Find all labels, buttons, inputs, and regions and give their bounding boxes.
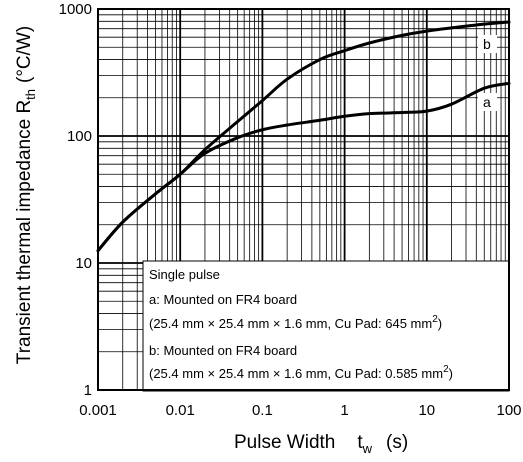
x-axis-title-main: Pulse Width <box>234 432 335 453</box>
y-axis-title-main: Transient thermal impedance R <box>14 100 35 364</box>
series-label-b-bg <box>478 35 497 53</box>
plot-frame <box>97 8 510 391</box>
data-series <box>96 20 511 253</box>
y-tick-label: 1 <box>84 382 92 399</box>
x-tick-label: 0.1 <box>252 402 273 419</box>
x-tick-label: 0.001 <box>79 402 117 419</box>
y-tick-label: 1000 <box>59 1 92 18</box>
y-axis-title-unit: (°C/W) <box>14 26 35 83</box>
annotation-line-2: a: Mounted on FR4 board <box>149 292 297 307</box>
annotation-line-3-close: ) <box>438 316 442 331</box>
annotation-line-3-sup: 2 <box>432 314 438 325</box>
annotation-line-5: (25.4 mm × 25.4 mm × 1.6 mm, Cu Pad: 0.5… <box>149 364 453 381</box>
y-axis-title-sub: th <box>23 89 38 100</box>
series-label-a: a <box>478 93 497 111</box>
annotation-box: Single pulse a: Mounted on FR4 board (25… <box>142 260 510 392</box>
x-tick-label: 100 <box>496 402 521 419</box>
annotation-line-1: Single pulse <box>149 267 220 282</box>
series-label-a-bg <box>478 93 497 111</box>
y-tick-label: 100 <box>67 128 92 145</box>
y-axis-title: Transient thermal impedance Rth (°C/W) <box>14 26 38 364</box>
x-axis-title-unit: (s) <box>386 432 408 453</box>
series-label-b-text: b <box>483 36 491 52</box>
tick-labels: 0.001 0.01 0.1 1 10 100 1 10 100 1000 <box>59 1 522 419</box>
x-axis-title-sub: w <box>362 441 373 456</box>
y-tick-label: 10 <box>75 255 92 272</box>
series-label-a-text: a <box>483 94 491 110</box>
series-line-b <box>96 20 511 253</box>
annotation-line-4: b: Mounted on FR4 board <box>149 343 297 358</box>
annotation-frame <box>142 260 510 392</box>
series-label-b: b <box>478 35 497 53</box>
x-axis-title: Pulse Width tw (s) <box>234 432 408 456</box>
x-tick-label: 10 <box>418 402 435 419</box>
annotation-line-3: (25.4 mm × 25.4 mm × 1.6 mm, Cu Pad: 645… <box>149 314 442 331</box>
x-axis-title-symbol: t <box>357 432 363 453</box>
annotation-line-3-text: (25.4 mm × 25.4 mm × 1.6 mm, Cu Pad: 645… <box>149 316 432 331</box>
annotation-line-5-text: (25.4 mm × 25.4 mm × 1.6 mm, Cu Pad: 0.5… <box>149 366 443 381</box>
annotation-line-5-close: ) <box>449 366 453 381</box>
x-tick-label: 0.01 <box>166 402 195 419</box>
x-tick-label: 1 <box>340 402 348 419</box>
annotation-line-5-sup: 2 <box>443 364 449 375</box>
